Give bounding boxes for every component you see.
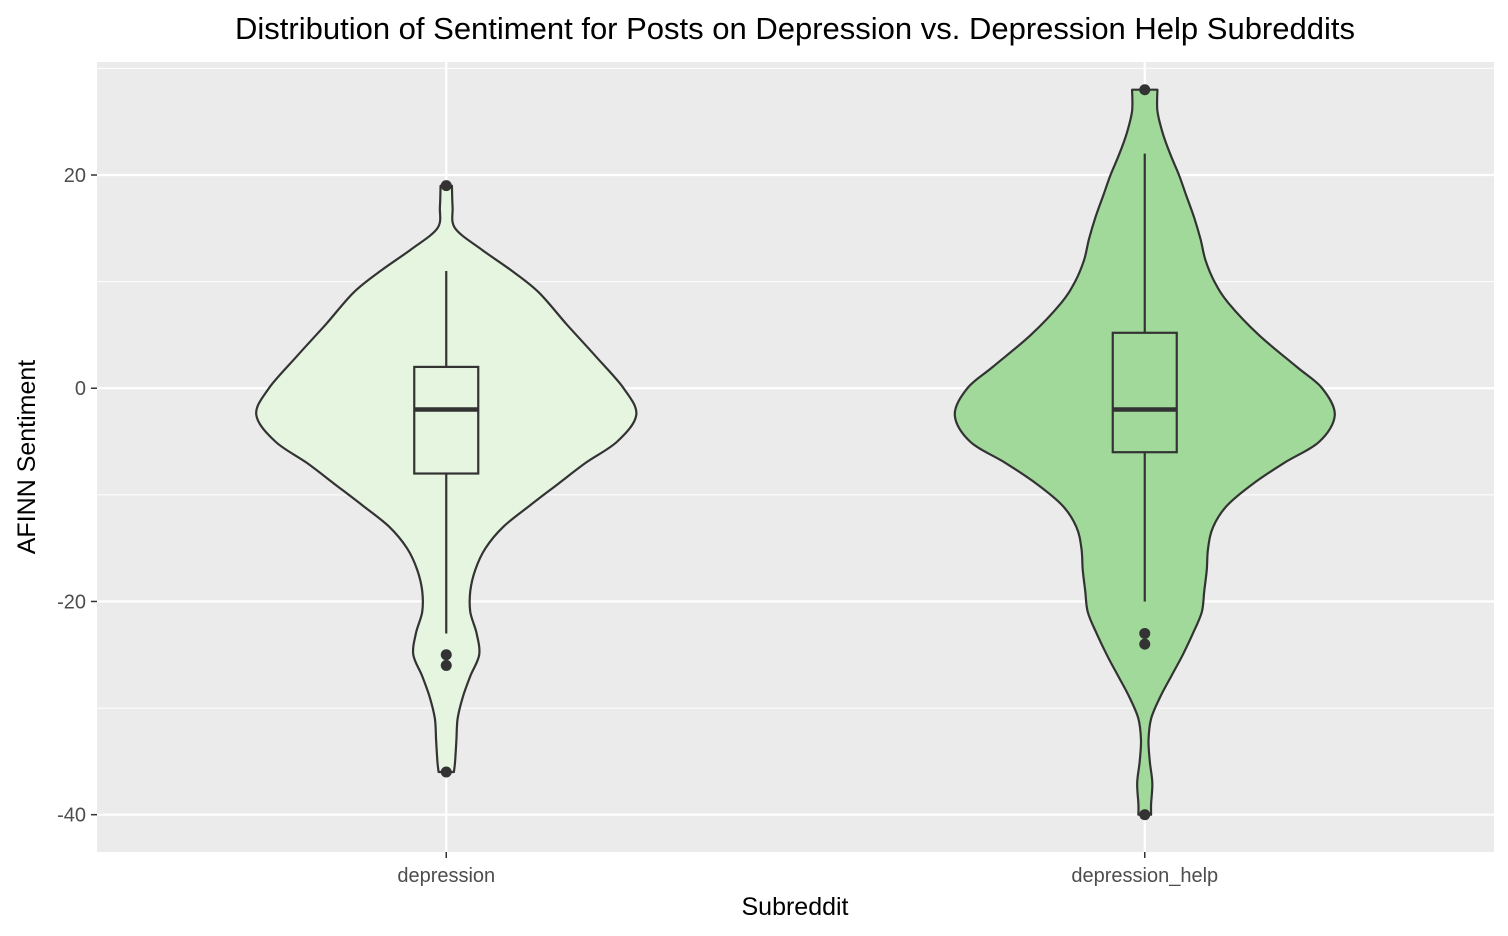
outlier-point <box>440 766 452 778</box>
x-axis: depression depression_help <box>397 852 1218 887</box>
outlier-point <box>1139 84 1151 96</box>
outlier-point <box>1139 627 1151 639</box>
y-tick-label: -20 <box>57 591 86 613</box>
y-tick-label: 20 <box>64 165 86 187</box>
y-axis: -40 -20 0 20 <box>57 165 97 827</box>
x-axis-title: Subreddit <box>741 893 848 921</box>
outlier-point <box>1139 809 1151 821</box>
outlier-points <box>440 84 1151 821</box>
x-tick-label: depression_help <box>1071 865 1218 887</box>
y-tick-label: 0 <box>75 378 86 400</box>
minor-gridlines <box>97 67 1494 709</box>
box-iqr <box>1111 331 1178 454</box>
y-tick-label: -40 <box>57 805 86 827</box>
outlier-point <box>440 180 452 192</box>
outlier-point <box>440 659 452 671</box>
boxplots <box>413 153 1178 634</box>
box-iqr <box>413 365 480 475</box>
chart-title: Distribution of Sentiment for Posts on D… <box>235 11 1355 46</box>
outlier-point <box>440 649 452 661</box>
outlier-point <box>1139 638 1151 650</box>
y-axis-title: AFINN Sentiment <box>13 360 41 555</box>
x-tick-label: depression <box>397 865 495 887</box>
